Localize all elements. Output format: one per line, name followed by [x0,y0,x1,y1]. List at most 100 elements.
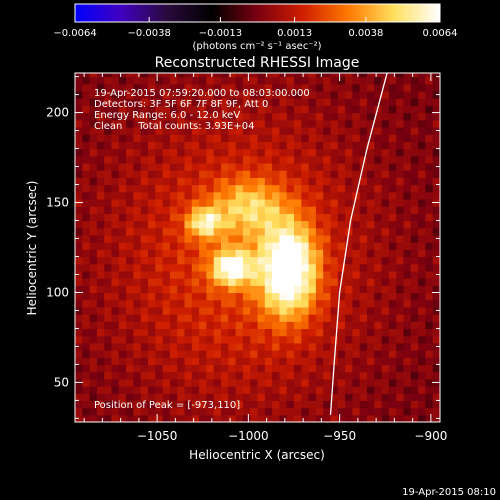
image-pixel [381,98,390,106]
image-pixel [111,213,120,222]
image-pixel [257,234,266,243]
image-pixel [345,335,353,344]
image-pixel [257,220,266,229]
image-pixel [286,234,295,243]
image-pixel [359,141,368,150]
image-pixel [111,256,120,265]
image-pixel [126,126,134,135]
image-pixel [425,191,434,200]
image-pixel [294,292,302,301]
image-pixel [403,162,412,171]
image-pixel [177,242,186,250]
annotation-energy: Energy Range: 6.0 - 12.0 keV [94,110,240,121]
image-pixel [374,256,383,265]
image-pixel [396,73,405,78]
image-pixel [184,270,193,279]
image-pixel [140,278,149,286]
image-pixel [191,184,200,193]
image-pixel [213,321,222,330]
image-pixel [133,342,142,351]
image-pixel [308,162,317,171]
image-pixel [345,393,353,402]
image-pixel [89,134,98,142]
image-pixel [191,76,200,85]
image-pixel [235,285,244,294]
image-pixel [75,400,83,409]
image-pixel [126,263,134,272]
image-pixel [308,220,317,229]
image-pixel [213,206,222,214]
image-pixel [272,414,280,422]
image-pixel [155,148,164,157]
image-pixel [396,299,405,308]
image-pixel [294,285,302,294]
image-pixel [162,407,171,416]
image-pixel [155,364,164,373]
image-pixel [96,220,105,229]
image-pixel [111,328,120,337]
image-pixel [308,299,317,308]
image-pixel [111,105,120,114]
image-pixel [177,148,186,157]
image-pixel [118,335,127,344]
image-pixel [104,256,113,265]
image-pixel [337,191,346,200]
image-pixel [279,371,288,380]
image-pixel [337,371,346,380]
image-pixel [315,227,324,236]
image-pixel [272,119,280,128]
image-pixel [352,170,361,178]
image-pixel [425,90,434,99]
image-pixel [191,407,200,416]
image-pixel [133,234,142,243]
image-pixel [264,414,273,422]
image-pixel [126,141,134,150]
image-pixel [228,177,237,186]
image-pixel [177,191,186,200]
image-pixel [199,191,207,200]
image-pixel [294,155,302,164]
image-pixel [191,234,200,243]
image-pixel [184,256,193,265]
image-pixel [96,126,105,135]
image-pixel [199,177,207,186]
image-pixel [425,198,434,207]
image-pixel [359,170,368,178]
image-pixel [403,321,412,330]
image-pixel [162,98,171,106]
image-pixel [286,335,295,344]
image-pixel [286,400,295,409]
image-pixel [199,98,207,106]
image-pixel [388,378,397,387]
image-pixel [294,98,302,106]
x-tick-label: −950 [323,429,356,443]
image-pixel [111,227,120,236]
image-pixel [82,400,91,409]
image-pixel [279,321,288,330]
image-pixel [221,98,229,106]
image-pixel [213,306,222,315]
image-pixel [330,321,339,330]
image-pixel [330,278,339,286]
image-pixel [345,213,353,222]
image-pixel [257,227,266,236]
image-pixel [388,206,397,214]
image-pixel [104,206,113,214]
image-pixel [279,299,288,308]
image-pixel [301,393,310,402]
image-pixel [359,278,368,286]
image-pixel [279,285,288,294]
image-pixel [301,335,310,344]
image-pixel [352,357,361,366]
image-pixel [250,76,259,85]
image-pixel [148,306,156,315]
image-pixel [367,400,375,409]
image-pixel [345,378,353,387]
image-pixel [221,227,229,236]
image-pixel [345,407,353,416]
image-pixel [221,177,229,186]
image-pixel [388,191,397,200]
image-pixel [126,285,134,294]
image-pixel [162,249,171,258]
image-pixel [213,126,222,135]
